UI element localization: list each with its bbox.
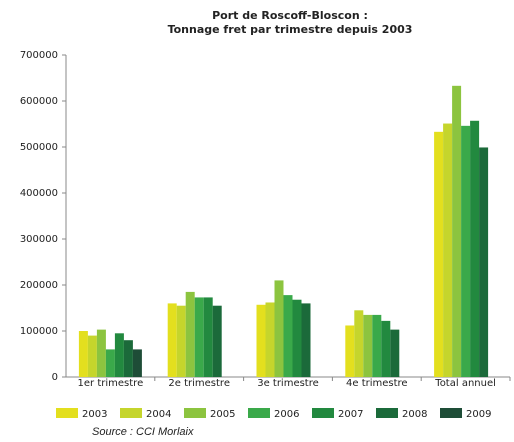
- bar: [452, 85, 462, 377]
- legend-swatch: [56, 408, 78, 418]
- bar: [292, 299, 302, 377]
- bar: [194, 297, 204, 377]
- chart-title: Tonnage fret par trimestre depuis 2003: [168, 23, 413, 36]
- source-note: Source : CCI Morlaix: [92, 426, 194, 438]
- y-tick-label: 300000: [20, 234, 58, 245]
- legend-label: 2003: [82, 409, 107, 420]
- bar: [123, 340, 133, 377]
- bar: [265, 302, 275, 377]
- bar: [470, 120, 480, 377]
- bar: [381, 320, 391, 377]
- x-tick-label: 1er trimestre: [78, 378, 144, 389]
- bar: [96, 329, 106, 377]
- bar: [372, 314, 382, 377]
- y-tick-label: 200000: [20, 280, 58, 291]
- legend-swatch: [120, 408, 142, 418]
- bar: [132, 349, 142, 377]
- bar: [461, 125, 471, 377]
- x-tick-label: Total annuel: [434, 378, 496, 389]
- chart-title: Port de Roscoff-Bloscon :: [212, 9, 368, 22]
- bar: [301, 303, 311, 377]
- bar: [105, 349, 115, 377]
- legend-label: 2008: [402, 409, 427, 420]
- x-tick-label: 3e trimestre: [257, 378, 319, 389]
- x-tick-label: 4e trimestre: [346, 378, 408, 389]
- bar: [78, 331, 88, 377]
- legend-label: 2007: [338, 409, 363, 420]
- legend-swatch: [440, 408, 462, 418]
- legend-label: 2004: [146, 409, 171, 420]
- x-tick-label: 2e trimestre: [168, 378, 230, 389]
- y-tick-label: 100000: [20, 326, 58, 337]
- bar: [274, 280, 284, 377]
- bar: [354, 310, 364, 377]
- bar: [203, 297, 213, 377]
- bar: [256, 304, 266, 377]
- bar: [87, 335, 97, 377]
- legend-label: 2006: [274, 409, 299, 420]
- bar: [176, 305, 186, 377]
- legend-label: 2005: [210, 409, 235, 420]
- y-tick-label: 700000: [20, 50, 58, 61]
- y-tick-label: 400000: [20, 188, 58, 199]
- bar: [114, 333, 124, 377]
- bar: [363, 314, 373, 377]
- bar: [390, 329, 400, 377]
- legend-swatch: [376, 408, 398, 418]
- bar: [434, 131, 444, 377]
- y-tick-label: 600000: [20, 96, 58, 107]
- legend-swatch: [184, 408, 206, 418]
- legend-swatch: [312, 408, 334, 418]
- bar: [283, 295, 293, 377]
- bar: [479, 147, 489, 377]
- bar: [185, 291, 195, 377]
- bar: [167, 303, 177, 377]
- legend-label: 2009: [466, 409, 491, 420]
- y-tick-label: 0: [52, 372, 58, 383]
- bar: [443, 123, 453, 377]
- y-tick-label: 500000: [20, 142, 58, 153]
- bar: [345, 325, 355, 377]
- legend-swatch: [248, 408, 270, 418]
- bar: [212, 305, 222, 377]
